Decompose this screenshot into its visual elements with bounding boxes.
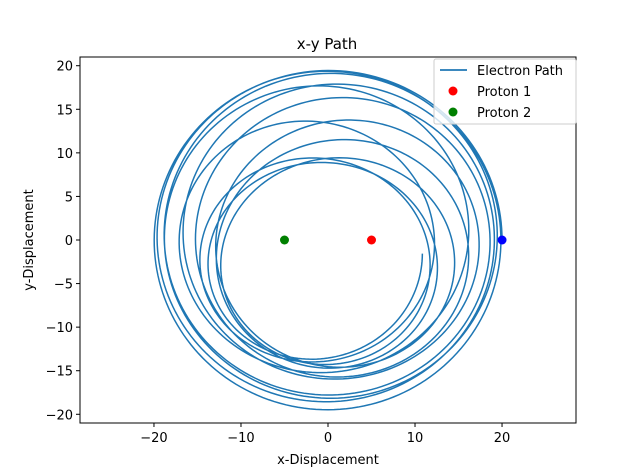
- x-axis-label: x-Displacement: [277, 453, 379, 468]
- legend-label: Proton 1: [477, 85, 531, 100]
- legend-label: Proton 2: [477, 106, 531, 121]
- chart-title: x-y Path: [297, 35, 358, 53]
- y-tick-label: 5: [65, 190, 73, 205]
- legend-marker-swatch: [448, 107, 458, 117]
- x-axis-ticks: −20 −10 0 10 20: [140, 423, 510, 446]
- y-tick-label: 20: [56, 60, 73, 75]
- y-tick-label: 10: [56, 147, 73, 162]
- legend-label: Electron Path: [477, 64, 563, 79]
- y-tick-label: −20: [46, 408, 73, 423]
- x-tick-label: 0: [324, 431, 332, 446]
- y-tick-label: −10: [46, 321, 73, 336]
- electron-position-marker: [497, 235, 507, 245]
- electron-path-line: [153, 69, 503, 411]
- legend-marker-swatch: [448, 86, 458, 96]
- series-layer: [153, 69, 507, 411]
- proton-2-marker: [279, 235, 289, 245]
- proton-1-marker: [367, 235, 377, 245]
- x-tick-label: −10: [227, 431, 254, 446]
- x-tick-label: −20: [140, 431, 167, 446]
- y-axis-ticks: −20 −15 −10 −5 0 5 10 15 20: [46, 60, 80, 423]
- legend-box: [433, 58, 577, 125]
- y-tick-label: −5: [54, 278, 73, 293]
- x-tick-label: 10: [407, 431, 424, 446]
- y-tick-label: 0: [65, 234, 73, 249]
- x-tick-label: 20: [494, 431, 511, 446]
- legend: Electron Path Proton 1 Proton 2: [433, 58, 577, 125]
- y-tick-label: −15: [46, 365, 73, 380]
- y-axis-label: y-Displacement: [22, 189, 37, 291]
- y-tick-label: 15: [56, 103, 73, 118]
